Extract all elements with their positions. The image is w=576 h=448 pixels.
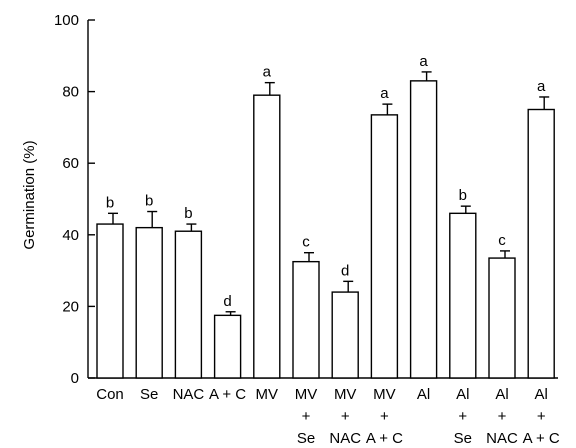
category-label: MV (295, 386, 318, 403)
category-label: NAC (486, 430, 518, 447)
bar (174, 230, 203, 379)
category-label: Se (140, 386, 158, 403)
category-label: MV (334, 386, 357, 403)
significance-label: b (184, 205, 192, 222)
bar-group: b (174, 205, 203, 379)
category-label: A + C (366, 430, 403, 447)
y-tick-label: 0 (71, 370, 79, 387)
category-label: + (341, 408, 350, 425)
category-label: MV (256, 386, 279, 403)
bar-group: d (331, 262, 359, 379)
bar (96, 223, 124, 379)
category-label: Al (417, 386, 430, 403)
bar (409, 80, 438, 379)
category-label: Al (495, 386, 508, 403)
bar (527, 108, 555, 379)
significance-label: a (537, 78, 546, 95)
category-label: A + C (523, 430, 560, 447)
significance-label: b (459, 187, 467, 204)
category-label: + (458, 408, 467, 425)
y-tick-label: 60 (62, 155, 79, 172)
significance-label: d (223, 293, 231, 310)
significance-label: c (302, 234, 310, 251)
category-label: + (302, 408, 311, 425)
significance-label: d (341, 262, 349, 279)
significance-label: a (263, 64, 272, 81)
bar-group: b (449, 187, 477, 379)
y-tick-label: 40 (62, 227, 79, 244)
bar (253, 94, 281, 379)
category-label: + (498, 408, 507, 425)
significance-label: a (419, 53, 428, 70)
bars: b b b d a c d a a b c a (96, 53, 555, 379)
category-label: + (380, 408, 389, 425)
category-label: NAC (329, 430, 361, 447)
bar-group: a (253, 64, 281, 379)
bar-group: c (292, 234, 320, 379)
category-label: MV (373, 386, 396, 403)
bar-group: b (96, 194, 124, 379)
category-label: A + C (209, 386, 246, 403)
bar-group: a (527, 78, 555, 379)
category-label: NAC (173, 386, 205, 403)
category-label: Al (456, 386, 469, 403)
significance-label: b (106, 194, 114, 211)
category-label: Al (535, 386, 548, 403)
bar-group: c (488, 232, 516, 379)
category-label: Se (454, 430, 472, 447)
y-tick-label: 20 (62, 298, 79, 315)
bar-group: a (370, 85, 399, 379)
significance-label: c (498, 232, 506, 249)
y-axis: 0 20 40 60 80 100 (54, 12, 95, 387)
bar-group: b (135, 193, 163, 379)
bar (488, 257, 516, 379)
bar (213, 314, 242, 379)
y-tick-label: 80 (62, 84, 79, 101)
bar (292, 260, 320, 379)
category-label: Con (96, 386, 124, 403)
significance-label: b (145, 193, 153, 210)
bar-group: a (409, 53, 438, 379)
bar (449, 212, 477, 379)
y-axis-label: Germination (%) (21, 140, 38, 249)
category-label: + (537, 408, 546, 425)
bar (370, 114, 399, 379)
significance-label: a (380, 85, 389, 102)
y-tick-label: 100 (54, 12, 79, 29)
bar-group: d (213, 293, 242, 379)
bar (135, 226, 163, 379)
category-label: Se (297, 430, 315, 447)
bar (331, 291, 359, 379)
